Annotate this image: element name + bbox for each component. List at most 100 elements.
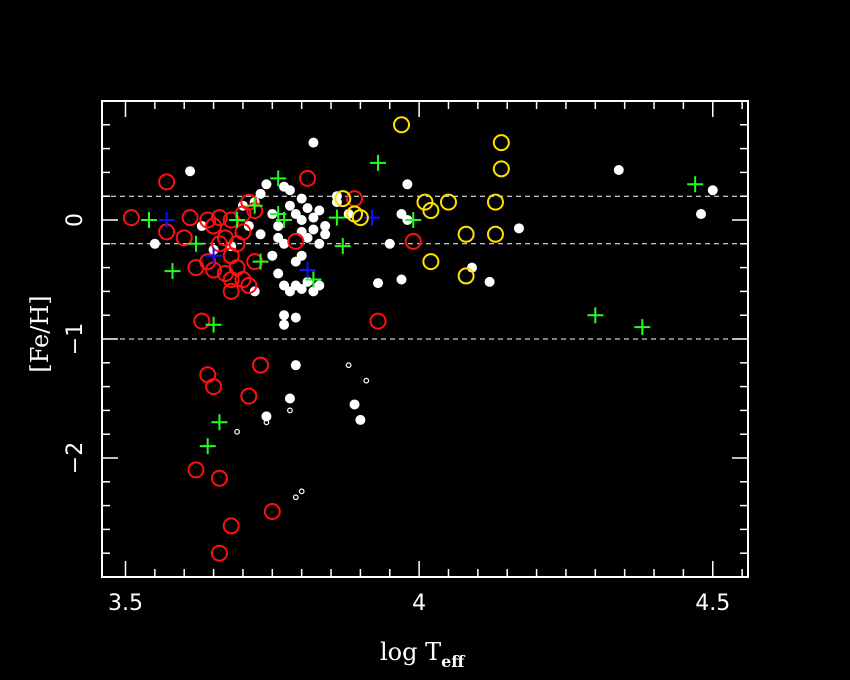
- data-point-white-filled-circle: [314, 238, 325, 249]
- x-axis-title-main: log T: [380, 638, 441, 666]
- data-point-white-filled-circle: [320, 229, 331, 240]
- data-point-white-filled-circle: [290, 360, 301, 371]
- data-point-green-plus: [328, 209, 345, 226]
- data-point-green-plus: [276, 212, 293, 228]
- data-point-yellow-open-circle: [492, 134, 510, 152]
- data-point-white-filled-circle: [296, 193, 307, 204]
- data-point-white-filled-circle: [314, 280, 325, 291]
- data-point-green-plus: [229, 212, 246, 228]
- data-point-red-open-circle: [263, 503, 281, 521]
- data-point-red-open-circle: [122, 209, 140, 227]
- data-point-white-filled-circle: [696, 209, 707, 220]
- data-point-red-open-circle: [199, 211, 217, 229]
- data-point-yellow-open-circle: [351, 209, 369, 227]
- data-point-green-plus: [246, 197, 263, 214]
- data-point-white-filled-circle: [302, 232, 313, 243]
- data-point-yellow-open-circle: [422, 253, 440, 271]
- data-point-white-filled-circle: [255, 188, 266, 199]
- data-point-white-filled-circle: [261, 179, 272, 190]
- data-point-red-open-circle: [210, 544, 228, 562]
- data-point-white-filled-circle: [484, 276, 495, 287]
- x-tick-label: 4: [412, 591, 426, 616]
- data-point-red-open-circle: [210, 235, 228, 253]
- data-point-red-open-circle: [234, 271, 252, 288]
- data-point-yellow-open-circle: [393, 116, 411, 134]
- data-point-white-filled-circle: [273, 268, 284, 279]
- data-point-white-filled-circle: [396, 274, 407, 285]
- data-point-blue-plus: [158, 212, 175, 228]
- data-point-yellow-open-circle: [457, 267, 475, 285]
- data-point-green-plus: [587, 307, 604, 324]
- y-tick-label: 0: [63, 213, 88, 227]
- data-point-red-open-circle: [181, 209, 199, 227]
- data-point-white-filled-circle: [302, 203, 313, 214]
- data-point-green-plus: [164, 263, 181, 280]
- data-point-red-open-circle: [299, 169, 317, 187]
- data-point-white-filled-circle: [296, 215, 307, 225]
- data-point-green-plus: [205, 316, 222, 333]
- data-point-white-filled-circle: [314, 205, 325, 216]
- data-point-red-open-circle: [369, 312, 387, 330]
- data-point-white-small-open-circle: [298, 488, 305, 495]
- data-point-white-filled-circle: [279, 238, 290, 249]
- tick-labels: 3.5 4 4.5 0 −1 −2: [63, 213, 730, 616]
- data-point-white-small-open-circle: [234, 428, 240, 435]
- data-point-white-filled-circle: [261, 411, 272, 422]
- data-point-red-open-circle: [240, 276, 258, 294]
- data-point-red-open-circle: [222, 517, 240, 535]
- data-point-green-plus: [140, 212, 157, 228]
- data-point-blue-plus: [205, 247, 222, 264]
- data-point-yellow-open-circle: [422, 201, 440, 219]
- data-point-red-open-circle: [187, 461, 205, 479]
- data-point-green-plus: [211, 414, 228, 431]
- data-point-yellow-open-circle: [486, 225, 504, 243]
- data-point-red-open-circle: [158, 173, 176, 191]
- data-point-white-filled-circle: [296, 284, 307, 295]
- data-points: [122, 116, 718, 562]
- data-point-blue-plus: [364, 209, 381, 226]
- data-point-white-filled-circle: [290, 312, 301, 323]
- data-point-yellow-open-circle: [486, 193, 504, 211]
- data-point-white-filled-circle: [308, 212, 319, 223]
- data-point-white-filled-circle: [273, 220, 284, 231]
- data-point-white-filled-circle: [355, 414, 366, 425]
- data-point-white-filled-circle: [279, 319, 290, 330]
- data-point-yellow-open-circle: [492, 160, 510, 178]
- data-point-white-small-open-circle: [287, 407, 293, 414]
- data-point-green-plus: [405, 212, 422, 228]
- data-point-white-filled-circle: [707, 185, 718, 196]
- data-point-white-filled-circle: [255, 229, 266, 240]
- y-tick-label: −1: [63, 323, 88, 355]
- data-point-green-plus: [187, 235, 204, 252]
- data-point-white-filled-circle: [402, 179, 413, 190]
- data-point-white-filled-circle: [308, 224, 319, 235]
- data-point-red-open-circle: [210, 209, 228, 227]
- data-point-red-open-circle: [222, 282, 240, 300]
- data-point-green-plus: [252, 253, 269, 270]
- data-point-white-filled-circle: [284, 393, 295, 404]
- data-point-white-small-open-circle: [292, 494, 299, 501]
- data-point-blue-plus: [299, 261, 316, 278]
- data-point-white-filled-circle: [373, 278, 384, 289]
- y-axis-title: [Fe/H]: [26, 295, 54, 372]
- data-point-white-filled-circle: [302, 276, 313, 287]
- data-point-white-small-open-circle: [345, 362, 352, 369]
- data-point-white-filled-circle: [284, 185, 295, 196]
- data-point-red-open-circle: [210, 469, 228, 487]
- data-point-white-small-open-circle: [263, 419, 270, 426]
- data-point-green-plus: [687, 176, 704, 193]
- data-point-white-filled-circle: [384, 238, 395, 249]
- data-point-green-plus: [199, 438, 216, 455]
- data-point-white-filled-circle: [613, 165, 624, 176]
- data-point-red-open-circle: [175, 229, 193, 247]
- data-point-red-open-circle: [193, 312, 211, 330]
- x-tick-label: 3.5: [108, 591, 143, 616]
- data-point-white-filled-circle: [267, 250, 278, 261]
- data-point-red-open-circle: [252, 356, 270, 374]
- data-point-yellow-open-circle: [334, 190, 352, 208]
- x-axis-title-subscript: eff: [441, 652, 465, 671]
- data-point-white-filled-circle: [279, 310, 290, 321]
- axis-ticks: [102, 101, 748, 577]
